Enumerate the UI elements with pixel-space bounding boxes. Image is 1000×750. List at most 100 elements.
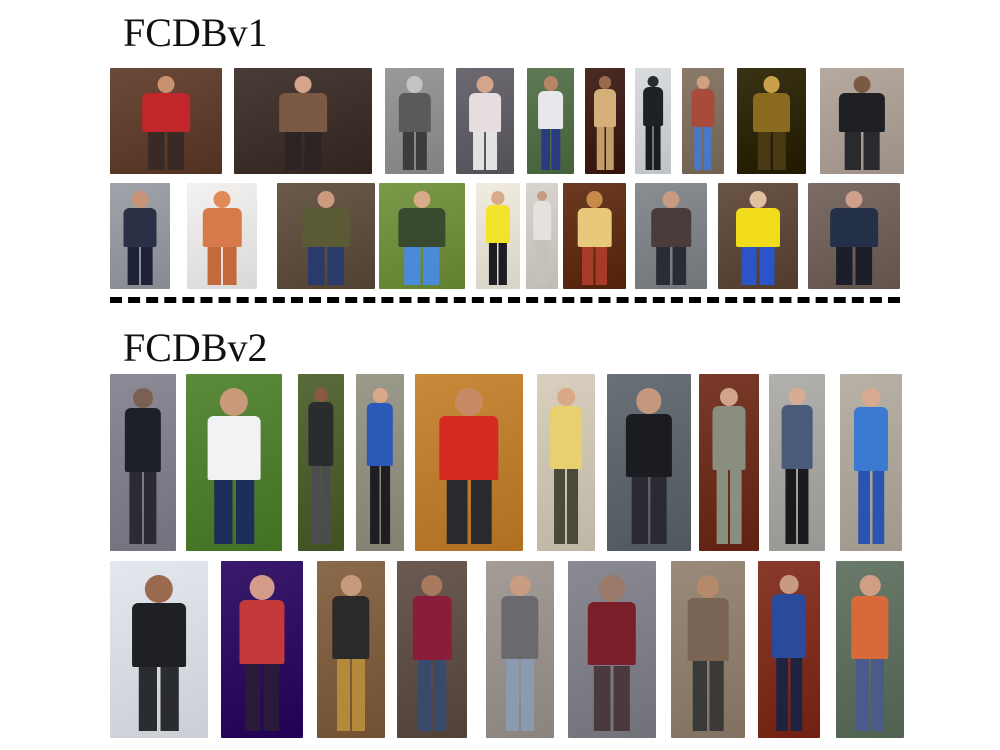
person-torso — [853, 406, 889, 471]
person-torso — [651, 208, 691, 247]
person-head — [543, 76, 558, 91]
person-legs — [785, 468, 809, 544]
person-legs — [554, 469, 578, 544]
person-photo — [537, 374, 595, 551]
person-torso — [781, 405, 813, 469]
person-legs — [631, 477, 667, 544]
person-torso — [332, 595, 370, 660]
person-legs — [404, 246, 440, 285]
person-head — [696, 76, 710, 90]
person-photo — [635, 68, 671, 174]
person-photo — [186, 374, 282, 551]
person-photo — [476, 183, 520, 289]
person-legs — [311, 465, 331, 544]
person-legs — [308, 246, 344, 285]
person-photo — [379, 183, 465, 289]
person-photo — [737, 68, 806, 174]
person-head — [586, 191, 603, 209]
person-head — [454, 388, 484, 417]
person-torso — [439, 416, 499, 481]
section-title-fcdbv2: FCDBv2 — [123, 325, 268, 370]
person-legs — [417, 660, 447, 731]
person-torso — [124, 408, 162, 472]
person-head — [859, 575, 881, 596]
person-head — [788, 388, 806, 406]
person-torso — [308, 402, 334, 466]
person-head — [853, 76, 871, 94]
person-legs — [473, 131, 497, 170]
person-photo — [635, 183, 707, 289]
person-legs — [336, 659, 366, 731]
person-head — [421, 575, 443, 597]
person-torso — [712, 406, 746, 471]
person-photo — [840, 374, 902, 551]
person-head — [372, 388, 388, 403]
person-head — [557, 388, 575, 406]
person-legs — [581, 246, 608, 285]
person-torso — [577, 208, 612, 247]
person-torso — [398, 208, 446, 247]
person-legs — [716, 470, 742, 544]
person-photo — [836, 561, 904, 738]
person-photo — [298, 374, 344, 551]
person-head — [861, 388, 881, 407]
person-head — [779, 575, 799, 594]
person-head — [476, 76, 494, 94]
person-legs — [741, 246, 775, 285]
person-torso — [851, 595, 889, 660]
person-legs — [245, 663, 279, 731]
person-head — [763, 76, 780, 94]
person-photo — [527, 68, 574, 174]
person-photo — [415, 374, 523, 551]
person-legs — [214, 480, 254, 544]
person-photo — [526, 183, 558, 289]
person-head — [406, 76, 423, 94]
person-photo — [486, 561, 554, 738]
person-torso — [830, 208, 878, 247]
person-photo — [699, 374, 759, 551]
person-legs — [535, 239, 549, 285]
person-head — [749, 191, 767, 209]
person-photo — [671, 561, 745, 738]
person-photo — [718, 183, 798, 289]
person-legs — [127, 246, 153, 285]
person-legs — [540, 128, 561, 170]
person-torso — [838, 93, 886, 132]
person-legs — [694, 127, 712, 170]
person-torso — [533, 201, 551, 240]
person-photo — [187, 183, 257, 289]
person-photo — [397, 561, 467, 738]
person-legs — [285, 131, 321, 170]
person-torso — [412, 596, 452, 661]
person-head — [219, 388, 249, 417]
person-torso — [202, 208, 242, 247]
person-legs — [858, 470, 884, 544]
person-photo — [456, 68, 514, 174]
person-photo — [385, 68, 444, 174]
person-photo — [277, 183, 375, 289]
dashed-divider — [110, 297, 900, 303]
person-torso — [501, 595, 539, 660]
person-legs — [370, 466, 390, 544]
person-head — [719, 388, 739, 407]
person-legs — [757, 131, 786, 170]
person-torso — [643, 87, 663, 126]
person-head — [636, 388, 662, 414]
person-legs — [207, 246, 237, 285]
person-torso — [736, 208, 780, 247]
person-head — [340, 575, 362, 596]
person-legs — [844, 131, 880, 170]
person-torso — [485, 204, 511, 243]
person-legs — [129, 471, 157, 544]
person-torso — [207, 416, 261, 481]
person-torso — [123, 208, 157, 247]
person-torso — [691, 89, 715, 128]
person-photo — [356, 374, 404, 551]
person-legs — [692, 661, 724, 731]
person-legs — [776, 657, 802, 731]
person-legs — [505, 659, 535, 731]
person-torso — [302, 208, 350, 247]
person-photo — [110, 183, 170, 289]
section-title-fcdbv1: FCDBv1 — [123, 10, 268, 55]
person-torso — [366, 402, 394, 467]
